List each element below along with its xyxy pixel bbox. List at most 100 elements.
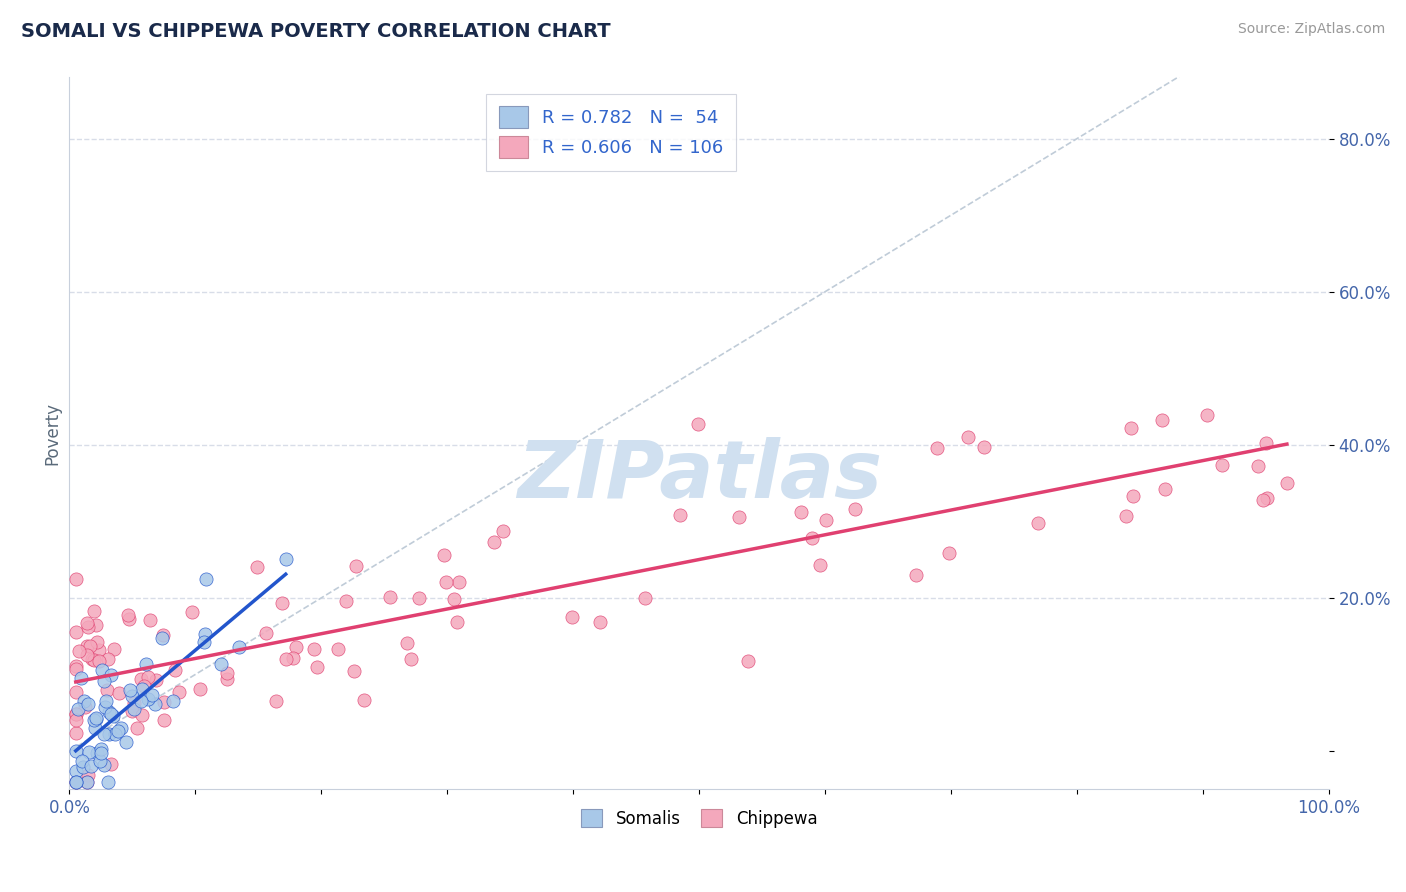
Point xyxy=(217,665,239,680)
Text: ZIPatlas: ZIPatlas xyxy=(516,437,882,515)
Point xyxy=(163,663,186,677)
Point xyxy=(1247,458,1270,473)
Point xyxy=(136,692,159,706)
Point xyxy=(77,768,100,782)
Point xyxy=(86,635,108,649)
Legend: Somalis, Chippewa: Somalis, Chippewa xyxy=(574,802,824,834)
Point xyxy=(162,694,184,708)
Point xyxy=(446,615,468,630)
Point xyxy=(100,668,122,682)
Point xyxy=(228,640,250,654)
Point xyxy=(1121,421,1143,435)
Point xyxy=(121,689,143,703)
Point xyxy=(93,727,115,741)
Point xyxy=(1197,408,1219,422)
Point xyxy=(131,682,153,697)
Point xyxy=(436,575,458,590)
Point xyxy=(274,552,297,566)
Point xyxy=(150,632,173,646)
Point xyxy=(125,721,148,735)
Point xyxy=(87,643,110,657)
Point xyxy=(589,615,612,629)
Point xyxy=(447,574,470,589)
Point xyxy=(76,648,98,663)
Point xyxy=(117,612,139,626)
Point xyxy=(76,698,98,712)
Point xyxy=(100,706,122,721)
Point xyxy=(844,502,866,516)
Point xyxy=(103,641,125,656)
Point xyxy=(65,573,87,587)
Point xyxy=(343,665,366,679)
Point xyxy=(209,657,232,672)
Point xyxy=(1122,489,1144,503)
Point xyxy=(790,505,813,519)
Point xyxy=(79,640,101,654)
Point xyxy=(408,591,430,606)
Point xyxy=(96,683,118,698)
Point xyxy=(83,653,105,667)
Point xyxy=(482,534,505,549)
Text: SOMALI VS CHIPPEWA POVERTY CORRELATION CHART: SOMALI VS CHIPPEWA POVERTY CORRELATION C… xyxy=(21,22,610,41)
Point xyxy=(91,663,114,677)
Point xyxy=(94,700,117,714)
Point xyxy=(264,693,287,707)
Point xyxy=(66,702,89,716)
Point xyxy=(335,594,357,608)
Point xyxy=(194,627,217,641)
Point xyxy=(956,429,979,443)
Point xyxy=(100,756,122,771)
Point xyxy=(80,652,103,666)
Point xyxy=(65,726,87,740)
Point xyxy=(107,724,129,739)
Point xyxy=(193,634,215,648)
Point xyxy=(1251,493,1274,508)
Point xyxy=(83,604,105,618)
Point xyxy=(1152,412,1174,426)
Point xyxy=(117,607,139,622)
Point xyxy=(69,671,91,685)
Point xyxy=(97,651,120,665)
Point xyxy=(65,625,87,640)
Point xyxy=(328,642,350,657)
Point xyxy=(633,591,655,605)
Point xyxy=(728,510,751,524)
Point xyxy=(973,440,995,454)
Point xyxy=(97,727,120,741)
Point xyxy=(141,688,163,702)
Point xyxy=(443,592,465,607)
Point xyxy=(77,745,100,759)
Point xyxy=(65,774,87,789)
Point xyxy=(121,704,143,718)
Point xyxy=(215,672,238,686)
Point xyxy=(67,643,90,657)
Point xyxy=(90,746,112,760)
Point xyxy=(136,670,159,684)
Point xyxy=(84,712,107,726)
Point xyxy=(115,735,138,749)
Point xyxy=(353,692,375,706)
Point xyxy=(153,695,176,709)
Point xyxy=(246,559,269,574)
Point xyxy=(399,652,422,666)
Point xyxy=(344,558,367,573)
Point xyxy=(1275,475,1298,490)
Text: Source: ZipAtlas.com: Source: ZipAtlas.com xyxy=(1237,22,1385,37)
Point xyxy=(83,713,105,727)
Point xyxy=(65,685,87,699)
Point xyxy=(284,640,307,655)
Point xyxy=(1153,482,1175,496)
Point xyxy=(65,707,87,722)
Point xyxy=(131,707,153,722)
Point xyxy=(378,590,401,604)
Point xyxy=(65,707,87,722)
Point xyxy=(1026,516,1049,530)
Point xyxy=(134,679,156,693)
Point xyxy=(188,681,211,696)
Point xyxy=(84,711,107,725)
Point xyxy=(927,441,949,455)
Point xyxy=(72,759,94,773)
Point xyxy=(76,774,98,789)
Y-axis label: Poverty: Poverty xyxy=(44,401,60,465)
Point xyxy=(65,713,87,727)
